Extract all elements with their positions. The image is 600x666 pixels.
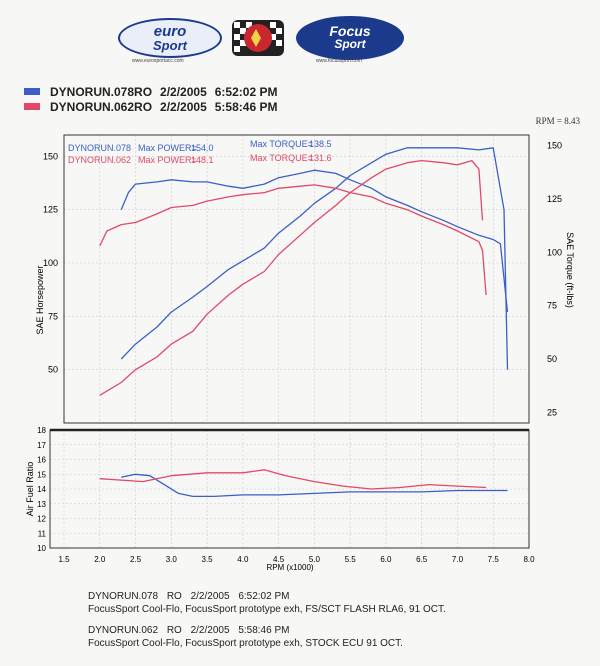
x-tick-label: 4.0	[237, 555, 249, 564]
legend-run-name: DYNORUN.078RO	[50, 84, 153, 99]
stat-run-078: DYNORUN.078	[68, 143, 131, 153]
hp-tick-label: 100	[43, 258, 58, 268]
note-run-062: DYNORUN.062 RO 2/2/2005 5:58:46 PM Focus…	[88, 624, 446, 650]
x-tick-label: 6.0	[380, 555, 392, 564]
note-run-date: 2/2/2005	[190, 591, 230, 602]
x-tick-label: 4.5	[273, 555, 285, 564]
legend-run-time: 6:52:02 PM	[214, 84, 278, 99]
x-tick-label: 1.5	[58, 555, 70, 564]
afr-tick-label: 11	[38, 529, 47, 538]
focussport-url: www.focussport.com	[316, 58, 362, 64]
stat-torque-062: 131.6	[309, 153, 332, 163]
top-plot-frame	[63, 134, 530, 424]
stat-power-label-078: Max POWER=	[138, 143, 197, 153]
legend-run-date: 2/2/2005	[160, 84, 207, 99]
torque-tick-label: 150	[547, 141, 562, 151]
torque-tick-label: 100	[547, 247, 562, 257]
eurosport-logo-text-1: euro	[153, 23, 187, 40]
torque-line-run078	[120, 169, 509, 313]
afr-tick-label: 18	[37, 426, 46, 435]
afr-tick-label: 14	[37, 485, 46, 494]
x-tick-label: 5.5	[345, 555, 357, 564]
note-run-name: DYNORUN.062	[88, 625, 159, 636]
legend-run-time: 5:58:46 PM	[214, 99, 278, 114]
note-run-description: FocusSport Cool-Flo, FocusSport prototyp…	[88, 604, 446, 615]
ylabel-torque: SAE Torque (ft-lbs)	[565, 232, 575, 308]
stat-run-062: DYNORUN.062	[68, 155, 131, 165]
afr-tick-label: 16	[37, 456, 46, 465]
note-run-time: 5:58:46 PM	[238, 625, 290, 636]
legend-row-062: DYNORUN.062RO 2/2/2005 5:58:46 PM	[24, 99, 277, 114]
rpm-tag: RPM = 8.43	[535, 116, 580, 126]
note-run-date: 2/2/2005	[190, 625, 230, 636]
note-run-description: FocusSport Cool-Flo, FocusSport prototyp…	[88, 638, 403, 649]
afr-line-run062	[99, 469, 487, 490]
stat-torque-label-078: Max TORQUE=	[250, 139, 313, 149]
afr-line-run078	[121, 473, 508, 498]
eurosport-url: www.eurosportacc.com	[132, 58, 184, 64]
power-line-run062	[99, 159, 484, 396]
hp-tick-label: 150	[43, 151, 58, 161]
torque-line-run062	[99, 184, 487, 296]
torque-tick-label: 75	[547, 301, 557, 311]
torque-tick-label: 50	[547, 354, 557, 364]
afr-tick-label: 10	[37, 544, 46, 553]
focussport-logo-text-2: Sport	[334, 37, 366, 51]
focussport-logo: Focus Sport	[296, 16, 404, 60]
note-run-time: 6:52:02 PM	[238, 591, 290, 602]
stat-torque-label-062: Max TORQUE=	[250, 153, 313, 163]
hp-tick-label: 50	[48, 365, 58, 375]
eurosport-logo-text-2: Sport	[153, 38, 187, 53]
legend-swatch-blue	[24, 88, 40, 95]
stat-power-078: 154.0	[191, 143, 214, 153]
note-run-name: DYNORUN.078	[88, 591, 159, 602]
legend-run-name: DYNORUN.062RO	[50, 99, 153, 114]
note-run-078: DYNORUN.078 RO 2/2/2005 6:52:02 PM Focus…	[88, 590, 446, 616]
ylabel-horsepower: SAE Horsepower	[35, 265, 45, 334]
x-tick-label: 3.0	[166, 555, 178, 564]
x-tick-label: 6.5	[416, 555, 428, 564]
torque-tick-label: 25	[547, 407, 557, 417]
afr-tick-label: 13	[37, 500, 46, 509]
xlabel-rpm: RPM (x1000)	[266, 563, 313, 572]
x-tick-label: 2.5	[130, 555, 142, 564]
legend-swatch-red	[24, 103, 40, 110]
legend-row-078: DYNORUN.078RO 2/2/2005 6:52:02 PM	[24, 84, 277, 99]
stat-torque-078: 138.5	[309, 139, 332, 149]
x-tick-label: 8.0	[523, 555, 535, 564]
x-tick-label: 3.5	[202, 555, 214, 564]
x-tick-label: 7.0	[452, 555, 464, 564]
stat-power-062: 148.1	[191, 155, 214, 165]
dyno-chart: 1.5 2.0 2.5 3.0 3.5 4.0 4.5 5.0 5.5 6.0 6.5 7.0 7.5 8…	[25, 134, 575, 572]
hp-tick-label: 75	[48, 311, 58, 321]
x-tick-label: 2.0	[94, 555, 106, 564]
focussport-logo-text-1: Focus	[329, 23, 371, 39]
afr-tick-label: 12	[37, 515, 46, 524]
hp-tick-label: 125	[43, 205, 58, 215]
bottom-plot-frame	[49, 429, 530, 549]
x-tick-label: 5.0	[309, 555, 321, 564]
note-run-code: RO	[166, 625, 182, 636]
afr-tick-label: 15	[37, 470, 46, 479]
stat-power-label-062: Max POWER=	[138, 155, 197, 165]
x-tick-label: 7.5	[488, 555, 500, 564]
afr-tick-label: 17	[37, 441, 46, 450]
run-notes: DYNORUN.078 RO 2/2/2005 6:52:02 PM Focus…	[88, 590, 446, 658]
legend-run-date: 2/2/2005	[160, 99, 207, 114]
ylabel-afr: Air Fuel Ratio	[25, 462, 35, 517]
power-line-run078	[120, 147, 509, 370]
header-logos: euro Sport www.eurosportacc.com Focus Sp…	[118, 12, 408, 68]
eurosport-logo: euro Sport	[118, 18, 222, 58]
run-legend: DYNORUN.078RO 2/2/2005 6:52:02 PM DYNORU…	[24, 84, 277, 114]
torque-tick-label: 125	[547, 194, 562, 204]
checkered-badge-logo	[232, 20, 284, 56]
note-run-code: RO	[166, 591, 182, 602]
